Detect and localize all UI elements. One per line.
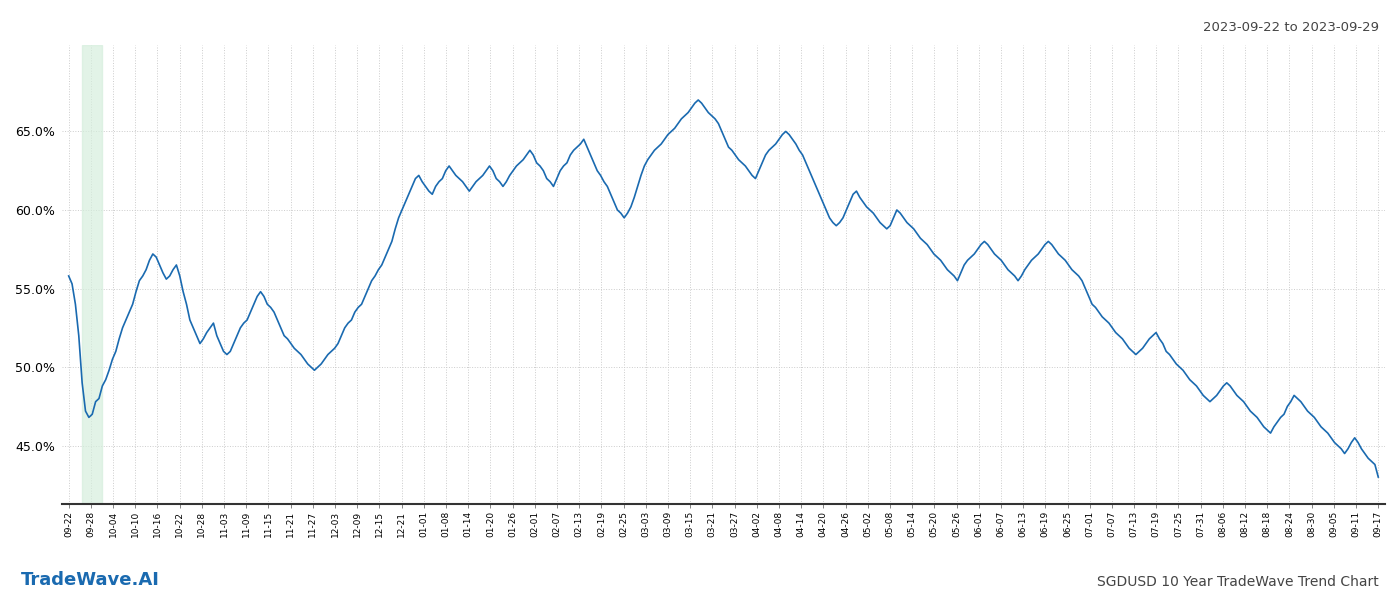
Text: TradeWave.AI: TradeWave.AI [21,571,160,589]
Bar [83,45,102,504]
Text: 2023-09-22 to 2023-09-29: 2023-09-22 to 2023-09-29 [1203,21,1379,34]
Text: SGDUSD 10 Year TradeWave Trend Chart: SGDUSD 10 Year TradeWave Trend Chart [1098,575,1379,589]
